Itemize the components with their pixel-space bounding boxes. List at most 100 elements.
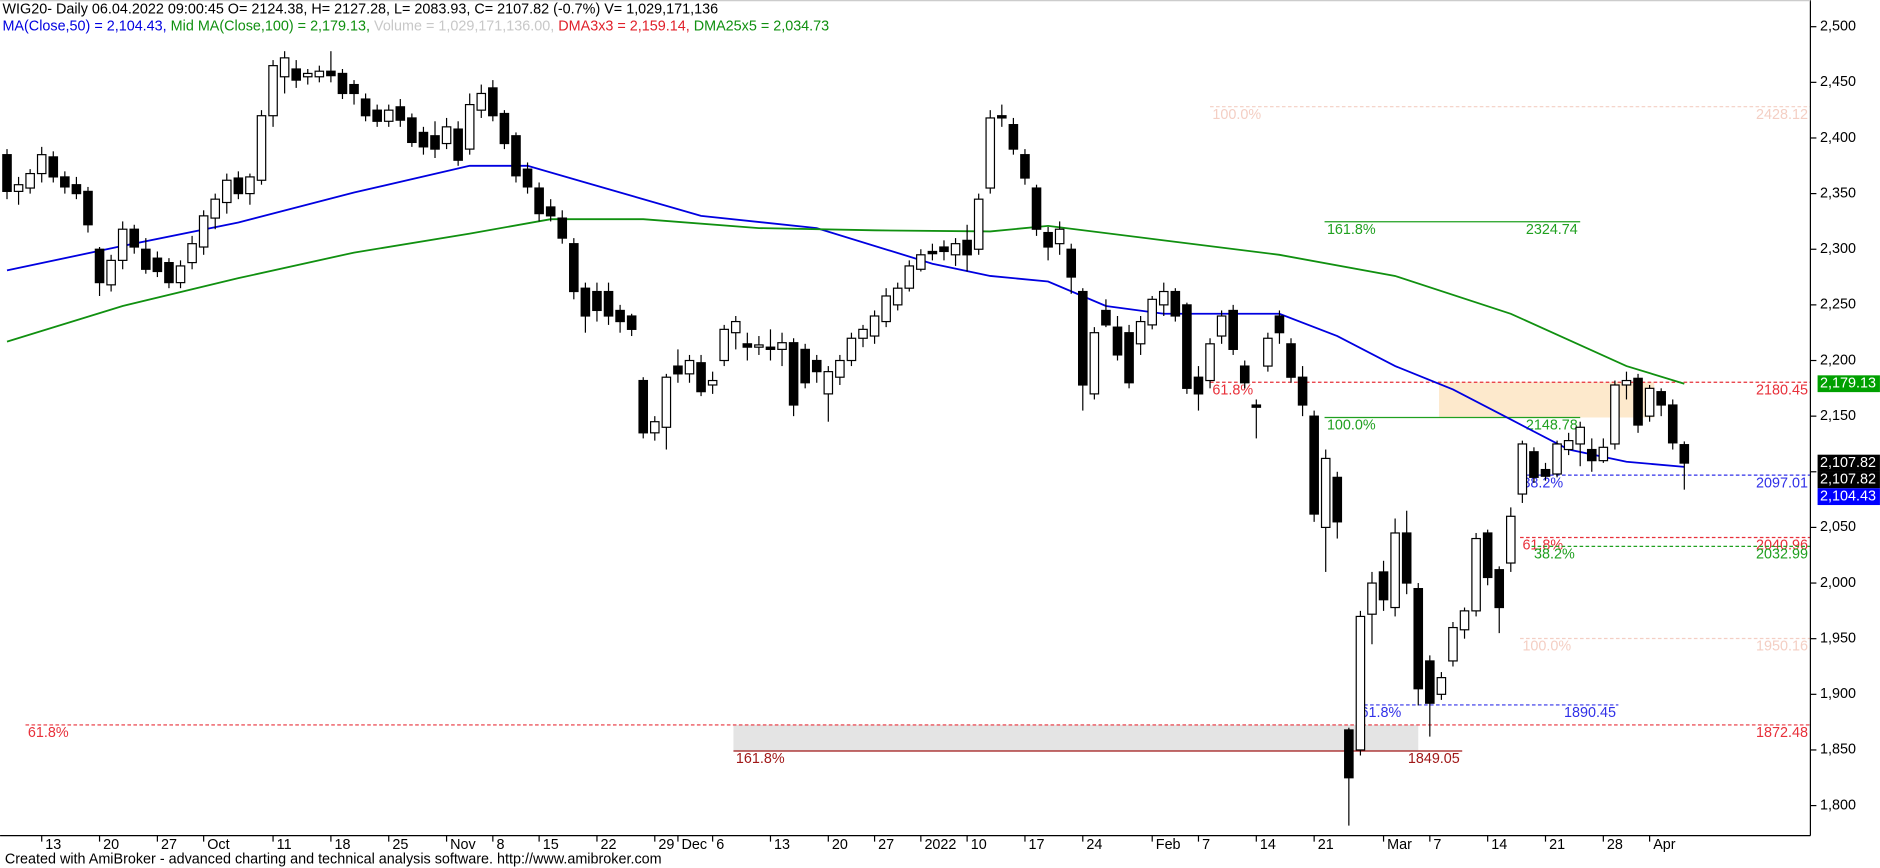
x-tick-label: 28 bbox=[1607, 837, 1623, 853]
x-tick-label: 18 bbox=[334, 837, 350, 853]
candle-body bbox=[892, 287, 903, 306]
candle-body bbox=[1621, 379, 1632, 386]
candle-body bbox=[418, 131, 429, 148]
legend: MA(Close,50) = 2,104.43, Mid MA(Close,10… bbox=[2, 18, 829, 34]
candle-body bbox=[1054, 228, 1065, 245]
candle-body bbox=[1610, 384, 1620, 445]
candle-body bbox=[730, 320, 741, 334]
candle-body bbox=[187, 243, 197, 264]
candle-body bbox=[210, 198, 221, 219]
candle-body bbox=[314, 70, 325, 78]
x-tick-label: 29 bbox=[658, 837, 674, 853]
candle-body bbox=[649, 421, 660, 434]
candle-body bbox=[117, 228, 128, 261]
fib-value: 2324.74 bbox=[1526, 222, 1578, 238]
candle-body bbox=[1367, 582, 1377, 615]
candle-body bbox=[2, 154, 12, 192]
candle-body bbox=[1633, 377, 1643, 426]
candle-body bbox=[1112, 326, 1123, 356]
candle-body bbox=[349, 83, 359, 95]
candle-body bbox=[476, 92, 487, 111]
fib-value: 1890.45 bbox=[1564, 705, 1616, 721]
y-tick-label: 1,900 bbox=[1820, 686, 1856, 702]
zone bbox=[733, 724, 1419, 752]
candle-body bbox=[927, 250, 938, 255]
candle-body bbox=[858, 328, 868, 339]
candle-body bbox=[198, 215, 209, 248]
candle-body bbox=[869, 315, 880, 337]
candle-body bbox=[638, 379, 649, 434]
candle-body bbox=[430, 135, 440, 150]
candle-body bbox=[950, 243, 961, 256]
candle-body bbox=[673, 365, 683, 375]
x-tick-label: 24 bbox=[1086, 837, 1102, 853]
candle-body bbox=[939, 246, 949, 253]
legend-entry: DMA25x5 = 2,034.73 bbox=[694, 18, 829, 34]
candle-body bbox=[1494, 569, 1505, 609]
candle-body bbox=[1216, 315, 1227, 337]
candle-body bbox=[1355, 615, 1366, 751]
candle-body bbox=[1332, 476, 1343, 523]
legend-entry: MA(Close,50) = 2,104.43, bbox=[2, 18, 170, 34]
candle-body bbox=[106, 259, 116, 286]
candle-body bbox=[1239, 365, 1250, 384]
legend-entry: DMA3x3 = 2,159.14, bbox=[558, 18, 693, 34]
candle-body bbox=[1205, 343, 1215, 382]
candle-body bbox=[256, 115, 267, 181]
candle-body bbox=[221, 179, 232, 204]
x-tick-label: 6 bbox=[716, 837, 724, 853]
candle-body bbox=[811, 359, 822, 373]
candle-body bbox=[245, 176, 255, 195]
x-tick-label: 25 bbox=[392, 837, 408, 853]
x-tick-label: 7 bbox=[1433, 837, 1441, 853]
price-tag bbox=[1817, 488, 1880, 506]
fib-pct: 38.2% bbox=[1522, 475, 1563, 491]
candle-body bbox=[1158, 290, 1169, 306]
x-tick-label: 20 bbox=[103, 837, 119, 853]
candle-body bbox=[372, 109, 382, 122]
candle-body bbox=[626, 315, 637, 330]
price-tag bbox=[1817, 375, 1880, 393]
candle-body bbox=[1020, 154, 1030, 179]
candle-body bbox=[985, 117, 996, 189]
candle-body bbox=[1228, 309, 1238, 350]
candle-body bbox=[788, 342, 799, 406]
candle-body bbox=[1135, 320, 1146, 345]
candle-body bbox=[488, 87, 498, 117]
candle-body bbox=[1413, 588, 1424, 690]
candle-body bbox=[916, 254, 926, 270]
candle-body bbox=[1436, 677, 1447, 695]
candle-body bbox=[881, 295, 891, 323]
candle-body bbox=[291, 68, 301, 81]
candle-body bbox=[1077, 290, 1088, 386]
candle-body bbox=[175, 265, 186, 284]
candle-body bbox=[569, 243, 579, 293]
candle-body bbox=[1471, 537, 1481, 612]
x-tick-label: 13 bbox=[774, 837, 790, 853]
candle-body bbox=[302, 72, 313, 78]
legend-entry: Volume = 1,029,171,136.00, bbox=[374, 18, 558, 34]
candle-body bbox=[684, 359, 695, 375]
fib-value: 2148.78 bbox=[1526, 418, 1578, 434]
candle-body bbox=[592, 290, 602, 312]
candle-body bbox=[511, 135, 521, 177]
candle-body bbox=[557, 217, 568, 239]
legend-entry: Mid MA(Close,100) = 2,179.13, bbox=[171, 18, 374, 34]
candle-body bbox=[777, 342, 787, 350]
candle-body bbox=[1679, 444, 1690, 464]
candle-body bbox=[696, 362, 706, 393]
x-tick-label: Nov bbox=[450, 837, 476, 853]
candle-body bbox=[441, 126, 452, 145]
candle-body bbox=[1274, 315, 1285, 334]
y-tick-label: 2,000 bbox=[1820, 575, 1856, 591]
candle-body bbox=[1586, 448, 1597, 462]
candle-body bbox=[1598, 446, 1609, 462]
x-tick-label: 27 bbox=[161, 837, 177, 853]
price-tag-label: 2,107.82 bbox=[1820, 472, 1876, 488]
candle-body bbox=[580, 287, 591, 317]
x-tick-label: Oct bbox=[207, 837, 229, 853]
fib-value: 2180.45 bbox=[1756, 382, 1808, 398]
candle-body bbox=[395, 106, 406, 121]
x-tick-label: 21 bbox=[1318, 837, 1334, 853]
candle-body bbox=[1506, 515, 1516, 564]
